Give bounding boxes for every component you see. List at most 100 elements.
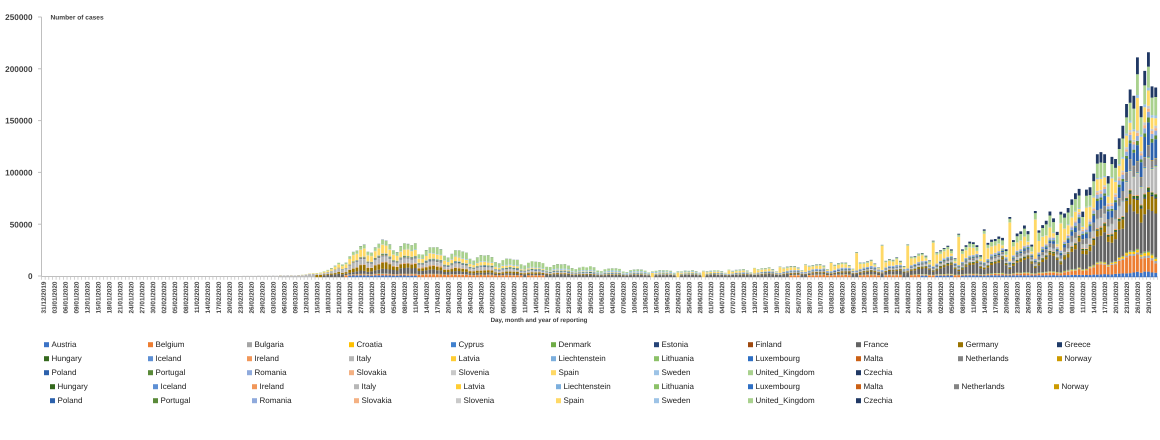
- svg-text:150000: 150000: [5, 117, 33, 126]
- svg-text:18/01/2020: 18/01/2020: [107, 281, 114, 313]
- svg-text:29/04/2020: 29/04/2020: [479, 281, 486, 313]
- svg-text:08/04/2020: 08/04/2020: [402, 281, 409, 313]
- svg-text:01/06/2020: 01/06/2020: [599, 281, 606, 313]
- svg-text:20/09/2020: 20/09/2020: [1004, 281, 1011, 313]
- svg-text:United_Kingdom: United_Kingdom: [756, 396, 815, 405]
- svg-text:Portugal: Portugal: [156, 368, 186, 377]
- svg-text:Slovakia: Slovakia: [362, 396, 393, 405]
- svg-text:100000: 100000: [5, 169, 33, 178]
- svg-text:29/09/2020: 29/09/2020: [1037, 281, 1044, 313]
- svg-text:15/01/2020: 15/01/2020: [96, 281, 103, 313]
- svg-text:Liechtenstein: Liechtenstein: [564, 382, 611, 391]
- svg-text:02/05/2020: 02/05/2020: [489, 281, 496, 313]
- svg-text:Romania: Romania: [255, 368, 288, 377]
- svg-text:Norway: Norway: [1062, 382, 1089, 391]
- svg-text:14/05/2020: 14/05/2020: [533, 281, 540, 313]
- svg-text:03/03/2020: 03/03/2020: [271, 281, 278, 313]
- svg-text:19/07/2020: 19/07/2020: [774, 281, 781, 313]
- svg-text:29/10/2020: 29/10/2020: [1146, 281, 1153, 313]
- svg-text:27/01/2020: 27/01/2020: [139, 281, 146, 313]
- svg-text:16/06/2020: 16/06/2020: [654, 281, 661, 313]
- svg-text:08/09/2020: 08/09/2020: [960, 281, 967, 313]
- svg-text:Slovenia: Slovenia: [464, 396, 495, 405]
- svg-text:Poland: Poland: [58, 396, 83, 405]
- svg-text:23/10/2020: 23/10/2020: [1124, 281, 1131, 313]
- svg-text:27/08/2020: 27/08/2020: [916, 281, 923, 313]
- svg-text:Germany: Germany: [966, 340, 999, 349]
- svg-text:09/01/2020: 09/01/2020: [74, 281, 81, 313]
- svg-text:24/01/2020: 24/01/2020: [128, 281, 135, 313]
- svg-text:24/08/2020: 24/08/2020: [905, 281, 912, 313]
- svg-text:19/06/2020: 19/06/2020: [665, 281, 672, 313]
- svg-text:Malta: Malta: [864, 354, 884, 363]
- svg-text:23/02/2020: 23/02/2020: [238, 281, 245, 313]
- svg-text:Lithuania: Lithuania: [662, 354, 695, 363]
- svg-text:Austria: Austria: [52, 340, 77, 349]
- svg-text:Finland: Finland: [756, 340, 782, 349]
- svg-text:15/08/2020: 15/08/2020: [872, 281, 879, 313]
- svg-text:Luxembourg: Luxembourg: [756, 354, 800, 363]
- svg-text:02/04/2020: 02/04/2020: [380, 281, 387, 313]
- svg-text:Denmark: Denmark: [559, 340, 592, 349]
- svg-text:31/07/2020: 31/07/2020: [818, 281, 825, 313]
- svg-text:Lithuania: Lithuania: [662, 382, 695, 391]
- svg-text:Hungary: Hungary: [52, 354, 82, 363]
- svg-text:Croatia: Croatia: [357, 340, 383, 349]
- svg-text:17/02/2020: 17/02/2020: [216, 281, 223, 313]
- svg-text:0: 0: [28, 272, 33, 281]
- svg-text:14/04/2020: 14/04/2020: [424, 281, 431, 313]
- svg-text:24/03/2020: 24/03/2020: [347, 281, 354, 313]
- svg-text:250000: 250000: [5, 13, 33, 22]
- svg-text:16/07/2020: 16/07/2020: [763, 281, 770, 313]
- svg-text:Liechtenstein: Liechtenstein: [559, 354, 606, 363]
- svg-text:Slovenia: Slovenia: [459, 368, 490, 377]
- svg-text:28/06/2020: 28/06/2020: [697, 281, 704, 313]
- svg-text:12/08/2020: 12/08/2020: [861, 281, 868, 313]
- svg-text:Ireland: Ireland: [255, 354, 279, 363]
- svg-text:Poland: Poland: [52, 368, 77, 377]
- svg-text:26/09/2020: 26/09/2020: [1026, 281, 1033, 313]
- svg-text:Iceland: Iceland: [161, 382, 187, 391]
- svg-text:21/03/2020: 21/03/2020: [336, 281, 343, 313]
- svg-text:10/07/2020: 10/07/2020: [741, 281, 748, 313]
- svg-text:200000: 200000: [5, 65, 33, 74]
- svg-text:07/06/2020: 07/06/2020: [621, 281, 628, 313]
- svg-text:11/02/2020: 11/02/2020: [194, 281, 201, 313]
- svg-text:Estonia: Estonia: [662, 340, 689, 349]
- svg-text:14/10/2020: 14/10/2020: [1091, 281, 1098, 313]
- svg-text:03/01/2020: 03/01/2020: [52, 281, 59, 313]
- svg-text:12/03/2020: 12/03/2020: [303, 281, 310, 313]
- svg-text:31/12/2019: 31/12/2019: [41, 281, 48, 313]
- svg-text:05/02/2020: 05/02/2020: [172, 281, 179, 313]
- svg-text:France: France: [864, 340, 889, 349]
- svg-text:23/04/2020: 23/04/2020: [457, 281, 464, 313]
- svg-text:25/07/2020: 25/07/2020: [796, 281, 803, 313]
- svg-text:25/06/2020: 25/06/2020: [686, 281, 693, 313]
- svg-text:29/02/2020: 29/02/2020: [260, 281, 267, 313]
- svg-text:Spain: Spain: [559, 368, 579, 377]
- svg-text:11/05/2020: 11/05/2020: [522, 281, 529, 313]
- svg-text:26/10/2020: 26/10/2020: [1135, 281, 1142, 313]
- svg-text:Greece: Greece: [1065, 340, 1092, 349]
- svg-text:20/05/2020: 20/05/2020: [555, 281, 562, 313]
- svg-text:Norway: Norway: [1065, 354, 1092, 363]
- svg-text:18/08/2020: 18/08/2020: [883, 281, 890, 313]
- svg-text:26/04/2020: 26/04/2020: [468, 281, 475, 313]
- svg-text:30/01/2020: 30/01/2020: [150, 281, 157, 313]
- svg-text:Spain: Spain: [564, 396, 584, 405]
- svg-text:13/07/2020: 13/07/2020: [752, 281, 759, 313]
- svg-text:Romania: Romania: [260, 396, 293, 405]
- svg-text:10/06/2020: 10/06/2020: [632, 281, 639, 313]
- svg-text:06/01/2020: 06/01/2020: [63, 281, 70, 313]
- svg-text:50000: 50000: [10, 220, 33, 229]
- svg-text:15/03/2020: 15/03/2020: [314, 281, 321, 313]
- svg-text:Czechia: Czechia: [864, 396, 893, 405]
- svg-text:Latvia: Latvia: [459, 354, 481, 363]
- svg-text:21/01/2020: 21/01/2020: [117, 281, 124, 313]
- svg-text:08/10/2020: 08/10/2020: [1069, 281, 1076, 313]
- svg-text:03/08/2020: 03/08/2020: [829, 281, 836, 313]
- svg-text:Sweden: Sweden: [662, 396, 691, 405]
- svg-text:Latvia: Latvia: [464, 382, 486, 391]
- svg-text:Hungary: Hungary: [58, 382, 88, 391]
- svg-text:05/05/2020: 05/05/2020: [500, 281, 507, 313]
